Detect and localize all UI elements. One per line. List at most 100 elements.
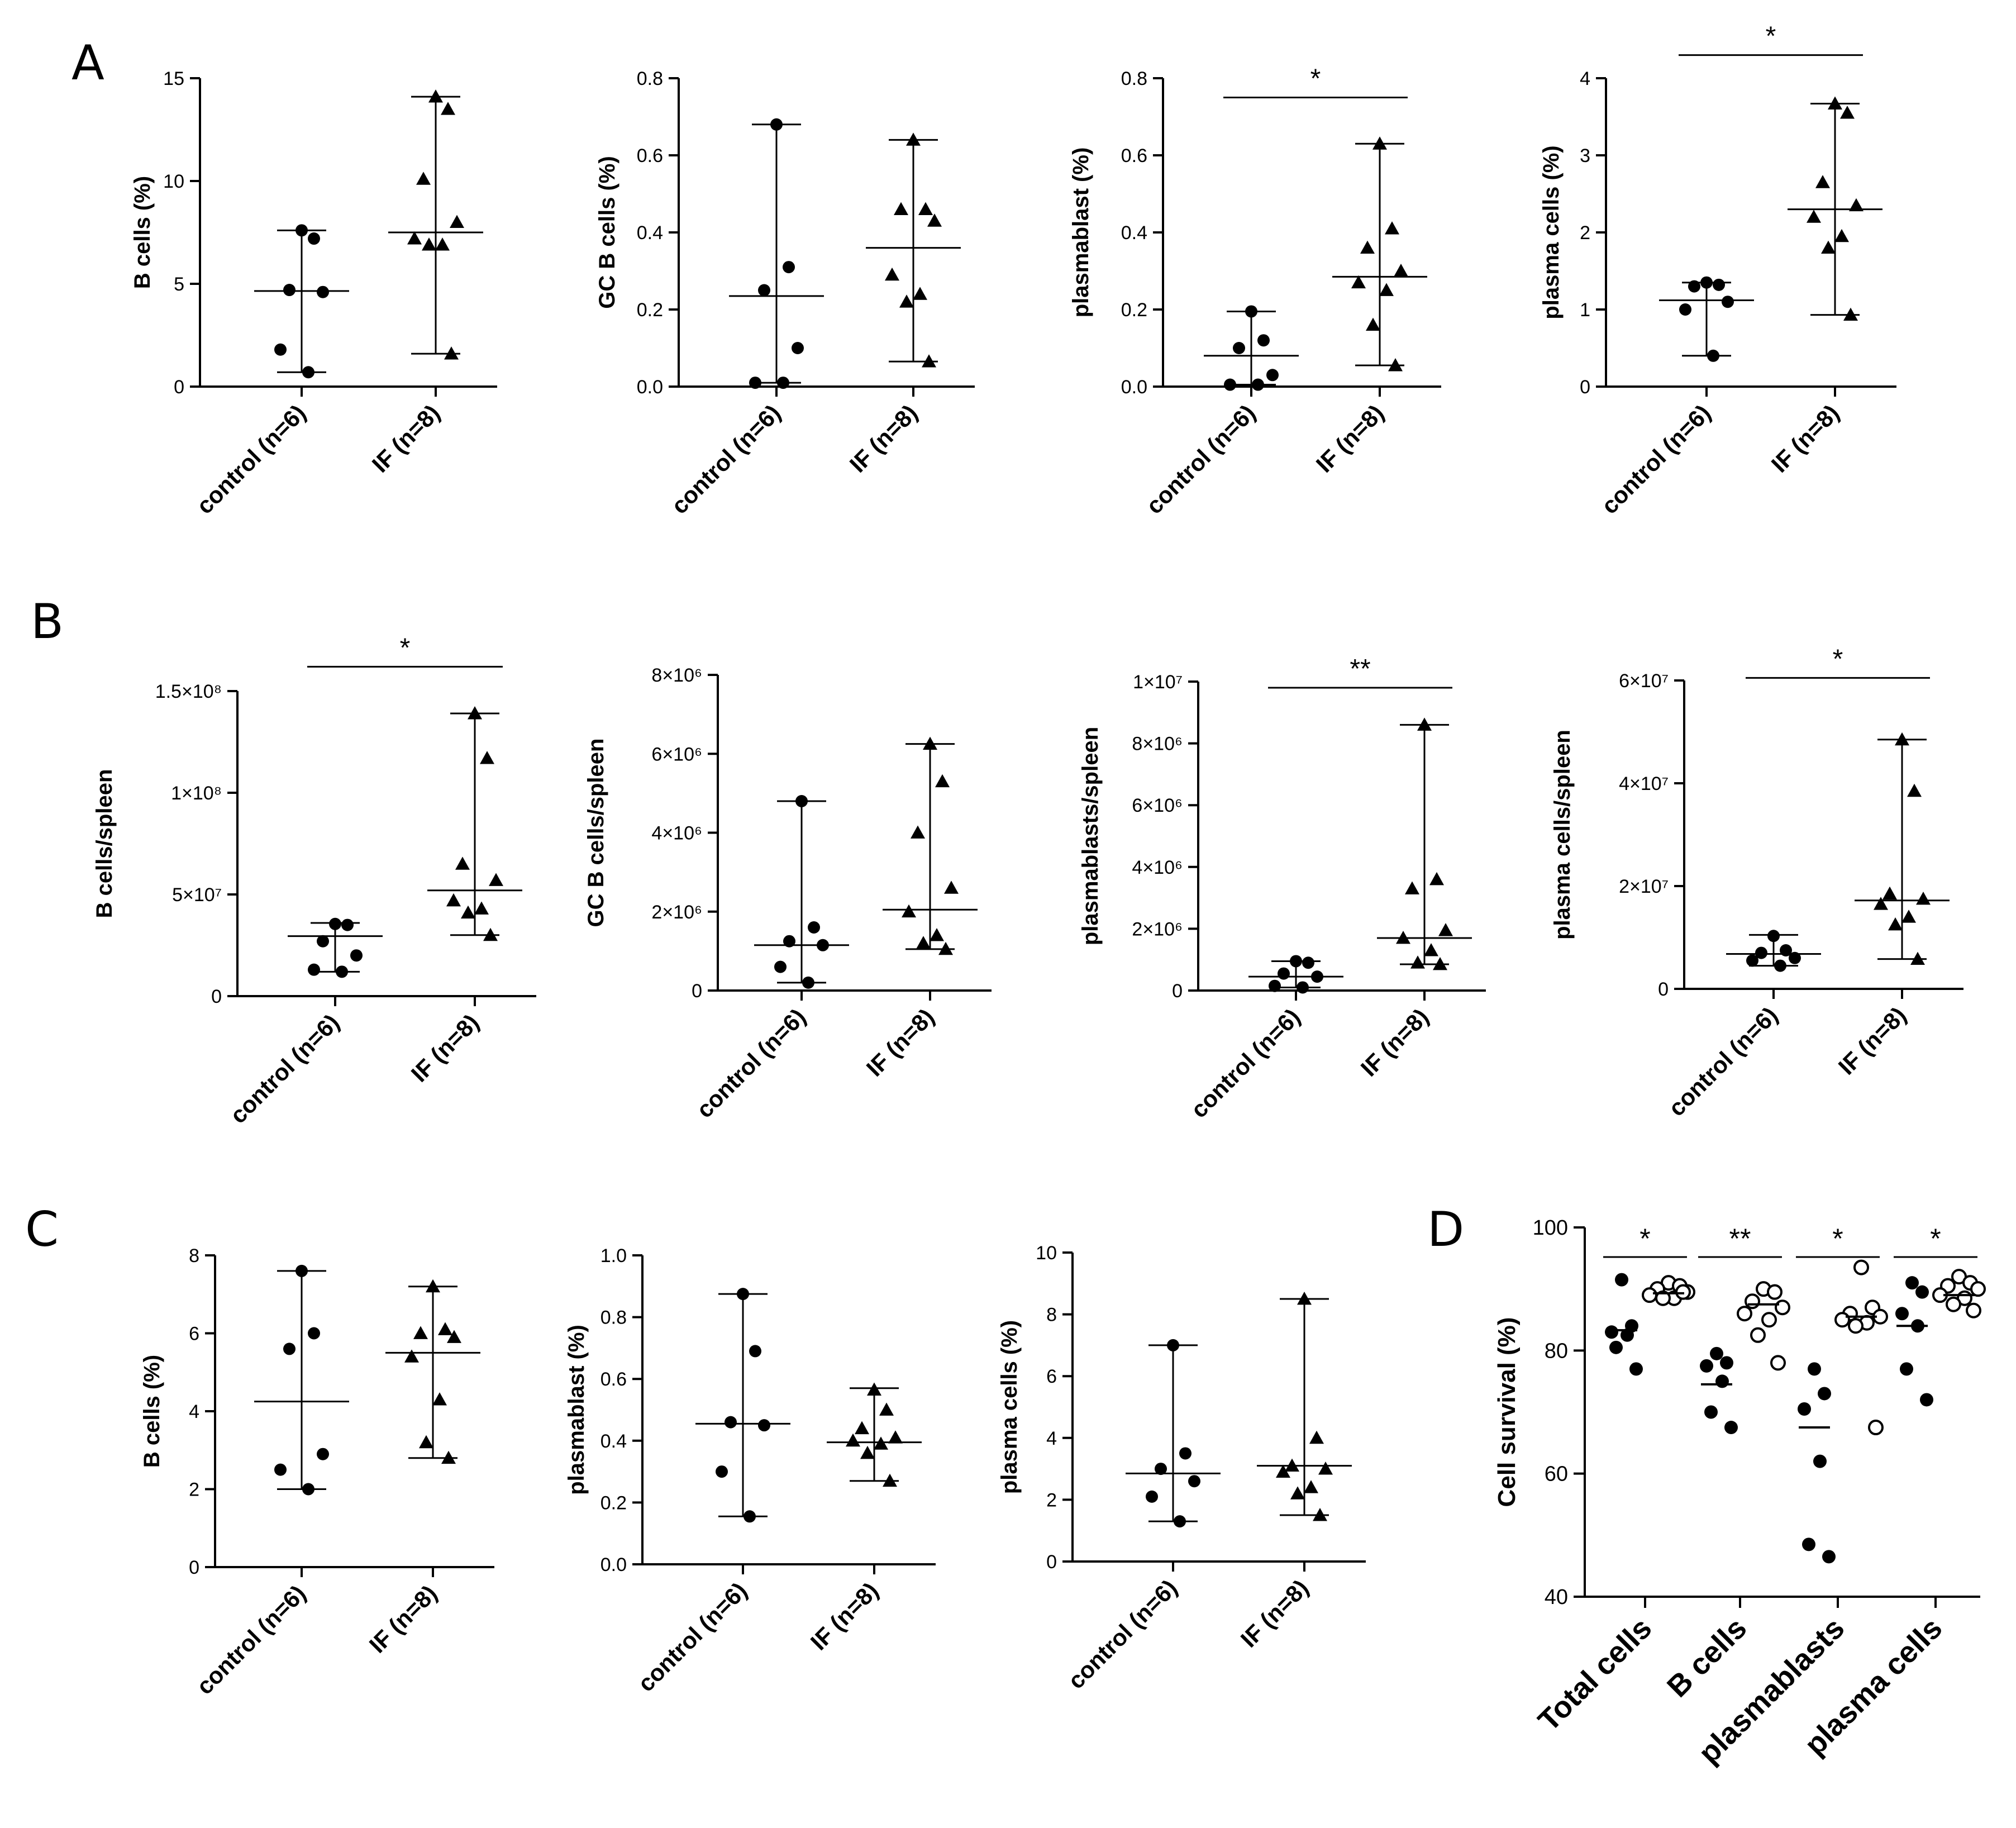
data-point <box>350 949 363 962</box>
data-point <box>1285 1458 1299 1472</box>
data-point <box>1798 1402 1811 1416</box>
data-point <box>1707 349 1719 362</box>
data-point <box>1720 1356 1733 1370</box>
y-tick-label: 1×10⁷ <box>1133 672 1183 693</box>
data-point <box>1388 358 1403 372</box>
panel-label-a: A <box>72 35 104 91</box>
data-point <box>1750 1327 1766 1343</box>
y-axis-title: plasma cells/spleen <box>1550 730 1575 940</box>
x-tick-label: IF (n=8) <box>1311 399 1389 478</box>
data-point <box>1704 1405 1718 1419</box>
data-point <box>1297 1291 1312 1305</box>
data-point <box>308 232 320 245</box>
y-tick-label: 0.6 <box>1121 145 1147 166</box>
x-tick-label: control (n=6) <box>191 1580 311 1700</box>
data-point <box>1278 967 1290 980</box>
data-point <box>744 1510 756 1523</box>
y-tick-label: 8 <box>189 1245 199 1267</box>
y-tick-label: 1.0 <box>600 1245 627 1267</box>
data-point <box>846 1433 860 1447</box>
data-point <box>1767 930 1780 942</box>
data-point <box>1920 1393 1933 1407</box>
y-tick-label: 0 <box>211 986 222 1007</box>
data-point <box>302 366 314 379</box>
data-point <box>1318 1462 1333 1475</box>
y-tick-label: 6×10⁶ <box>1132 795 1183 816</box>
y-axis-title: plasmablast (%) <box>1069 147 1093 318</box>
y-tick-label: 80 <box>1545 1339 1568 1363</box>
chart-9: 0.0 0.2 0.4 0.6 0.8 1.0 plasmablast (%) control… <box>564 1245 936 1697</box>
x-tick-label: B cells <box>1661 1611 1753 1704</box>
data-point <box>944 880 959 894</box>
data-point <box>1379 283 1394 296</box>
y-axis-title: B cells (%) <box>130 176 155 289</box>
data-point <box>1713 278 1725 291</box>
data-point <box>1767 1284 1783 1300</box>
y-tick-label: 2 <box>189 1479 199 1501</box>
data-point <box>1737 1306 1752 1322</box>
y-axis-title: GC B cells (%) <box>595 156 619 308</box>
data-point <box>1834 229 1849 242</box>
data-point <box>419 1435 433 1449</box>
data-point <box>938 941 953 955</box>
data-point <box>1155 1463 1167 1475</box>
data-point <box>792 342 804 354</box>
data-point <box>1775 1299 1790 1316</box>
chart-6: 0 2×10⁶ 4×10⁶ 6×10⁶ 8×10⁶ 1×10⁷ plasmablasts/s… <box>1078 654 1486 1123</box>
significance-label: * <box>1833 644 1843 674</box>
y-tick-label: 4×10⁶ <box>1132 857 1183 878</box>
significance-label: * <box>1310 64 1321 94</box>
y-tick-label: 0.6 <box>637 145 663 166</box>
x-tick-label: IF (n=8) <box>1356 1003 1434 1082</box>
data-point <box>441 1450 456 1464</box>
x-tick-label: IF (n=8) <box>367 399 445 478</box>
data-point <box>1901 910 1916 923</box>
data-point <box>308 1327 320 1340</box>
data-point <box>758 1419 770 1432</box>
data-point <box>1761 1312 1777 1328</box>
y-tick-label: 0.8 <box>600 1307 627 1329</box>
y-axis-title: plasma cells (%) <box>997 1320 1022 1494</box>
data-point <box>1853 1259 1869 1275</box>
data-point <box>1874 897 1888 910</box>
y-tick-label: 4 <box>1046 1428 1057 1449</box>
data-point <box>274 343 287 356</box>
data-point <box>725 1416 737 1429</box>
x-tick-label: IF (n=8) <box>406 1009 484 1087</box>
data-point <box>1916 892 1931 905</box>
y-tick-label: 15 <box>163 68 184 89</box>
data-point <box>1774 959 1786 972</box>
y-axis-title: Cell survival (%) <box>1493 1317 1521 1507</box>
data-point <box>918 202 933 215</box>
y-tick-label: 0 <box>1172 980 1183 1002</box>
significance-label: * <box>1930 1223 1941 1254</box>
data-point <box>1252 378 1264 391</box>
x-tick-label: control (n=6) <box>1185 1003 1305 1123</box>
y-tick-label: 6×10⁷ <box>1619 670 1669 692</box>
data-point <box>444 346 459 360</box>
data-point <box>1311 970 1323 983</box>
data-point <box>1269 979 1281 992</box>
data-point <box>283 1343 296 1355</box>
data-point <box>1700 276 1713 289</box>
data-point <box>435 237 450 251</box>
y-tick-label: 2×10⁶ <box>1132 918 1183 940</box>
y-tick-label: 5 <box>174 274 184 295</box>
y-tick-label: 8×10⁶ <box>651 665 702 686</box>
data-point <box>1302 956 1314 969</box>
data-point <box>302 1483 314 1496</box>
y-tick-label: 4×10⁶ <box>651 823 702 844</box>
data-point <box>1429 872 1444 886</box>
data-point <box>1813 1454 1827 1468</box>
data-point <box>1396 930 1410 944</box>
data-point <box>899 294 914 308</box>
data-point <box>737 1288 749 1301</box>
y-tick-label: 4 <box>1580 68 1590 89</box>
data-point <box>885 267 899 281</box>
data-point <box>317 1448 329 1460</box>
data-point <box>783 935 795 948</box>
data-point <box>777 377 789 389</box>
significance-label: * <box>400 633 411 663</box>
data-point <box>1438 923 1453 936</box>
x-tick-label: control (n=6) <box>666 399 785 519</box>
